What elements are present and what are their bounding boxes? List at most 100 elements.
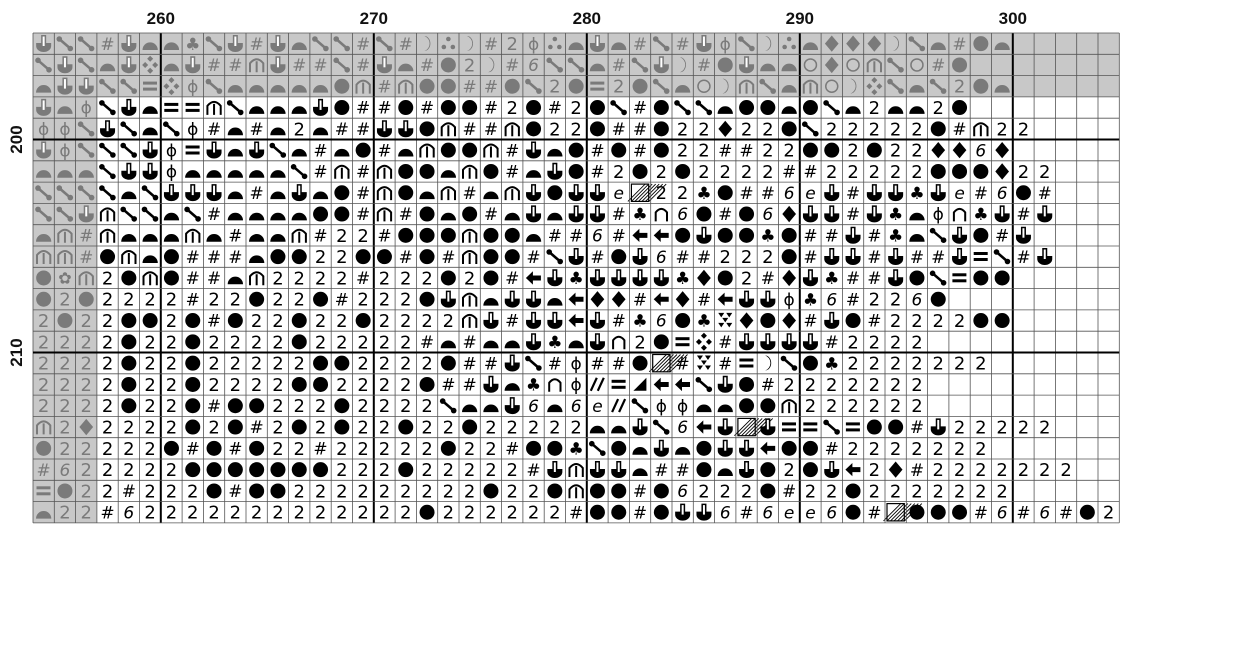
chart-cell: #: [846, 184, 860, 204]
svg-text:2: 2: [421, 354, 432, 375]
svg-text:2: 2: [144, 332, 155, 353]
svg-text:2: 2: [869, 332, 880, 353]
svg-text:2: 2: [379, 354, 390, 375]
chart-cell: [760, 418, 776, 436]
svg-text:2: 2: [741, 247, 752, 268]
chart-cell: [185, 145, 200, 155]
chart-cell: [739, 227, 755, 243]
chart-cell: #: [867, 312, 881, 332]
chart-cell: #: [416, 54, 438, 76]
chart-cell: [121, 234, 137, 242]
chart-cell: [206, 440, 222, 456]
svg-text:e: e: [805, 503, 815, 523]
chart-cell: [504, 186, 520, 201]
svg-text:2: 2: [570, 119, 581, 140]
svg-text:#: #: [974, 184, 988, 204]
svg-text:2: 2: [485, 460, 496, 481]
svg-text:#: #: [761, 376, 775, 396]
svg-text:2: 2: [81, 354, 92, 375]
chart-cell: 2: [677, 141, 688, 162]
svg-text:2: 2: [144, 481, 155, 502]
chart-cell: #: [1038, 184, 1052, 204]
svg-text:2: 2: [826, 375, 837, 396]
chart-cell: [782, 269, 796, 287]
svg-text:2: 2: [826, 481, 837, 502]
svg-text:#: #: [739, 503, 753, 523]
chart-cell: 2: [272, 396, 283, 417]
chart-cell: #: [927, 54, 949, 76]
chart-cell: [909, 212, 925, 221]
svg-text:6: 6: [997, 184, 1008, 204]
chart-cell: [739, 333, 755, 351]
svg-text:2: 2: [443, 503, 454, 524]
svg-text:2: 2: [166, 290, 177, 311]
chart-cell: 2: [102, 418, 113, 439]
svg-text:2: 2: [336, 460, 347, 481]
chart-cell: 2: [869, 460, 880, 481]
svg-text:2: 2: [720, 162, 731, 183]
chart-cell: [672, 54, 694, 76]
svg-text:#: #: [186, 248, 200, 268]
svg-text:2: 2: [911, 141, 922, 162]
chart-cell: [547, 269, 563, 287]
chart-cell: [227, 191, 243, 200]
chart-cell: 2: [741, 247, 752, 268]
chart-cell: [909, 106, 925, 114]
chart-cell: [185, 398, 201, 414]
chart-cell: 2: [847, 162, 858, 183]
chart-cell: [760, 100, 776, 116]
svg-text:#: #: [356, 56, 370, 76]
chart-cell: #: [718, 354, 732, 374]
chart-cell: [483, 191, 499, 200]
chart-cell: [1055, 54, 1077, 76]
chart-cell: 2: [890, 141, 901, 162]
chart-cell: [565, 75, 587, 97]
svg-text:2: 2: [400, 354, 411, 375]
svg-text:2: 2: [507, 418, 518, 439]
chart-cell: [930, 163, 946, 179]
chart-cell: [54, 75, 76, 97]
chart-cell: [313, 376, 329, 392]
chart-cell: 2: [996, 119, 1007, 140]
chart-cell: [440, 290, 456, 308]
svg-text:2: 2: [294, 503, 305, 524]
chart-cell: [568, 484, 584, 499]
chart-cell: ♣: [182, 33, 204, 55]
chart-cell: 2: [720, 481, 731, 502]
chart-cell: [674, 100, 691, 116]
chart-cell: 6: [997, 503, 1008, 523]
chart-cell: #: [676, 248, 690, 268]
chart-cell: 2: [336, 375, 347, 396]
chart-cell: 2: [975, 354, 986, 375]
svg-text:2: 2: [144, 396, 155, 417]
chart-cell: [973, 252, 988, 261]
chart-cell: [760, 483, 776, 499]
chart-cell: [440, 227, 456, 243]
svg-text:#: #: [910, 418, 924, 438]
chart-cell: [589, 377, 605, 392]
svg-text:2: 2: [698, 119, 709, 140]
chart-cell: 2: [421, 396, 432, 417]
chart-cell: [504, 212, 520, 221]
chart-cell: 2: [570, 418, 581, 439]
svg-text:2: 2: [890, 396, 901, 417]
chart-cell: 2: [1018, 119, 1029, 140]
svg-text:#: #: [463, 120, 477, 140]
chart-cell: [334, 185, 350, 201]
chart-cell: 2: [528, 418, 539, 439]
svg-text:ɸ: ɸ: [187, 77, 198, 97]
chart-cell: [227, 462, 243, 478]
chart-cell: 2: [75, 437, 97, 460]
chart-cell: [717, 270, 733, 286]
chart-cell: [270, 127, 286, 136]
chart-cell: 2: [357, 375, 368, 396]
chart-cell: #: [676, 354, 690, 374]
svg-text:2: 2: [272, 332, 283, 353]
chart-cell: #: [672, 33, 694, 55]
chart-cell: [906, 33, 928, 55]
chart-cell: [525, 170, 542, 178]
svg-text:ɸ: ɸ: [720, 35, 731, 55]
chart-cell: [696, 503, 712, 521]
chart-cell: [547, 404, 563, 413]
chart-cell: [526, 440, 542, 456]
